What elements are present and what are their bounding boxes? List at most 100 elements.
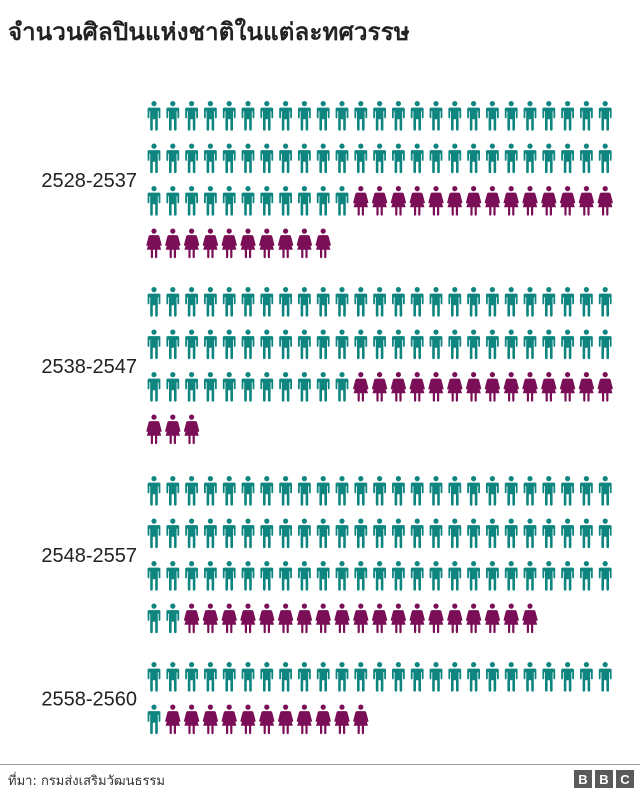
male-person-icon bbox=[429, 287, 443, 317]
source-note: ที่มา: กรมส่งเสริมวัฒนธรรม bbox=[8, 774, 165, 789]
male-person-icon bbox=[486, 287, 499, 317]
male-person-icon bbox=[429, 662, 443, 692]
male-person-icon bbox=[467, 329, 480, 360]
male-person-icon bbox=[598, 287, 612, 317]
male-person-icon bbox=[147, 143, 161, 174]
male-person-icon bbox=[580, 329, 593, 360]
row-label: 2528-2537 bbox=[41, 170, 137, 192]
female-person-icon bbox=[465, 186, 482, 216]
male-person-icon bbox=[316, 329, 330, 360]
male-person-icon bbox=[354, 476, 368, 506]
male-person-icon bbox=[410, 561, 424, 591]
female-person-icon bbox=[503, 372, 519, 402]
male-person-icon bbox=[204, 101, 217, 131]
female-person-icon bbox=[296, 704, 313, 735]
male-person-icon bbox=[598, 518, 612, 549]
male-person-icon bbox=[335, 287, 349, 317]
female-person-icon bbox=[428, 372, 444, 402]
male-person-icon bbox=[279, 476, 292, 506]
male-person-icon bbox=[185, 143, 198, 174]
male-person-icon bbox=[260, 329, 274, 360]
female-person-icon bbox=[183, 228, 200, 259]
male-person-icon bbox=[260, 143, 274, 174]
male-person-icon bbox=[279, 329, 292, 360]
male-person-icon bbox=[147, 603, 161, 634]
male-person-icon bbox=[222, 561, 236, 591]
male-person-icon bbox=[185, 518, 198, 549]
female-person-icon bbox=[353, 704, 369, 735]
male-person-icon bbox=[147, 372, 161, 402]
male-person-icon bbox=[542, 662, 556, 692]
male-person-icon bbox=[410, 662, 424, 692]
male-person-icon bbox=[298, 143, 311, 174]
male-person-icon bbox=[373, 101, 386, 131]
male-person-icon bbox=[166, 518, 180, 549]
male-person-icon bbox=[580, 476, 593, 506]
female-person-icon bbox=[259, 704, 275, 735]
male-person-icon bbox=[335, 101, 349, 131]
male-person-icon bbox=[316, 561, 330, 591]
female-person-icon bbox=[353, 603, 369, 634]
rows-layer: 2528-2537 2538-2547 2548-2557 2558-2560 bbox=[41, 101, 613, 735]
female-person-icon bbox=[447, 186, 463, 216]
male-person-icon bbox=[392, 476, 405, 506]
male-person-icon bbox=[316, 476, 330, 506]
female-person-icon bbox=[465, 603, 482, 634]
male-person-icon bbox=[185, 476, 198, 506]
male-person-icon bbox=[410, 287, 424, 317]
male-person-icon bbox=[147, 287, 161, 317]
male-person-icon bbox=[241, 329, 255, 360]
female-person-icon bbox=[409, 603, 425, 634]
male-person-icon bbox=[504, 518, 518, 549]
male-person-icon bbox=[298, 561, 311, 591]
male-person-icon bbox=[392, 662, 405, 692]
male-person-icon bbox=[448, 561, 462, 591]
female-person-icon bbox=[277, 228, 294, 259]
female-person-icon bbox=[240, 603, 256, 634]
male-person-icon bbox=[467, 662, 480, 692]
female-person-icon bbox=[428, 603, 444, 634]
male-person-icon bbox=[373, 287, 386, 317]
male-person-icon bbox=[580, 561, 593, 591]
male-person-icon bbox=[260, 186, 274, 216]
male-person-icon bbox=[429, 143, 443, 174]
male-person-icon bbox=[241, 476, 255, 506]
female-person-icon bbox=[597, 186, 613, 216]
male-person-icon bbox=[147, 101, 161, 131]
male-person-icon bbox=[598, 101, 612, 131]
male-person-icon bbox=[561, 476, 574, 506]
male-person-icon bbox=[185, 662, 198, 692]
male-person-icon bbox=[410, 476, 424, 506]
male-person-icon bbox=[260, 476, 274, 506]
male-person-icon bbox=[335, 662, 349, 692]
male-person-icon bbox=[241, 518, 255, 549]
male-person-icon bbox=[222, 143, 236, 174]
male-person-icon bbox=[448, 329, 462, 360]
female-person-icon bbox=[503, 603, 519, 634]
male-person-icon bbox=[354, 662, 368, 692]
male-person-icon bbox=[486, 101, 499, 131]
female-person-icon bbox=[277, 603, 294, 634]
male-person-icon bbox=[279, 101, 292, 131]
female-person-icon bbox=[353, 186, 369, 216]
male-person-icon bbox=[448, 287, 462, 317]
male-person-icon bbox=[166, 476, 180, 506]
male-person-icon bbox=[316, 143, 330, 174]
male-person-icon bbox=[542, 518, 556, 549]
male-person-icon bbox=[486, 143, 499, 174]
male-person-icon bbox=[504, 476, 518, 506]
male-person-icon bbox=[354, 561, 368, 591]
female-person-icon bbox=[202, 704, 219, 735]
male-person-icon bbox=[429, 476, 443, 506]
male-person-icon bbox=[316, 372, 330, 402]
female-person-icon bbox=[277, 704, 294, 735]
male-person-icon bbox=[298, 518, 311, 549]
male-person-icon bbox=[486, 476, 499, 506]
male-person-icon bbox=[260, 287, 274, 317]
male-person-icon bbox=[504, 329, 518, 360]
male-person-icon bbox=[316, 662, 330, 692]
male-person-icon bbox=[316, 518, 330, 549]
female-person-icon bbox=[165, 704, 181, 735]
female-person-icon bbox=[578, 372, 595, 402]
male-person-icon bbox=[561, 143, 574, 174]
